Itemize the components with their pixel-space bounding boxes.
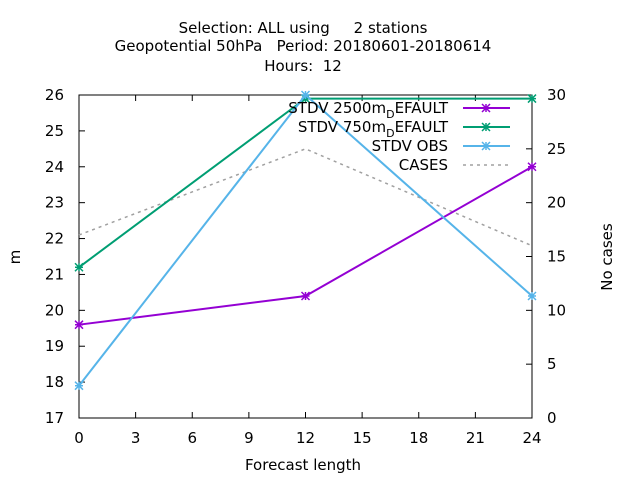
y-tick-label: 19 <box>45 337 64 355</box>
series-layer <box>74 90 537 391</box>
series-point <box>300 291 311 301</box>
plot-frame <box>78 94 533 419</box>
series-point <box>527 94 537 104</box>
chart-title: Selection: ALL using 2 stations Geopoten… <box>115 19 492 75</box>
series-line <box>78 165 533 326</box>
series-line <box>78 148 533 247</box>
series-2 <box>74 90 537 391</box>
y2-axis-label: No cases <box>598 223 616 291</box>
title-line-1: Selection: ALL using 2 stations <box>179 19 428 37</box>
x-axis: 0 3 6 9 12 15 18 21 24 <box>74 95 542 447</box>
legend-marker <box>481 141 491 151</box>
series-point <box>74 320 84 330</box>
y-tick-label: 17 <box>45 409 64 427</box>
x-tick-label: 18 <box>409 429 428 447</box>
y2-tick-label: 20 <box>547 194 566 212</box>
y-tick-label: 26 <box>45 86 64 104</box>
x-tick-label: 9 <box>244 429 254 447</box>
y-tick-label: 24 <box>45 158 64 176</box>
series-point <box>74 262 84 272</box>
y-tick-label: 18 <box>45 373 64 391</box>
y-tick-label: 25 <box>45 122 64 140</box>
legend-marker <box>481 122 491 132</box>
series-point <box>527 162 537 172</box>
y-tick-label: 23 <box>45 194 64 212</box>
x-tick-label: 0 <box>74 429 84 447</box>
y-axis: 17 18 19 20 21 22 23 24 25 26 <box>45 86 85 427</box>
y-tick-label: 21 <box>45 265 64 283</box>
x-tick-label: 3 <box>131 429 141 447</box>
x-axis-label: Forecast length <box>245 456 361 474</box>
y2-tick-label: 30 <box>547 86 566 104</box>
x-tick-label: 6 <box>187 429 197 447</box>
y2-tick-label: 25 <box>547 140 566 158</box>
series-point <box>300 90 311 100</box>
y2-tick-label: 15 <box>547 248 566 266</box>
legend-label: CASES <box>399 156 448 174</box>
y2-tick-label: 10 <box>547 301 566 319</box>
legend-marker <box>481 103 491 113</box>
title-line-3: Hours: 12 <box>264 57 342 75</box>
y-axis-label: m <box>6 250 24 265</box>
x-tick-label: 24 <box>522 429 541 447</box>
y-tick-label: 22 <box>45 230 64 248</box>
x-tick-label: 12 <box>296 429 315 447</box>
y-tick-label: 20 <box>45 301 64 319</box>
legend-label: STDV OBS <box>372 137 448 155</box>
x-tick-label: 21 <box>466 429 485 447</box>
y2-axis: 0 5 10 15 20 25 30 <box>526 86 566 427</box>
y2-tick-label: 0 <box>547 409 557 427</box>
series-line <box>78 93 533 387</box>
series-3 <box>78 148 533 247</box>
series-point <box>527 291 537 301</box>
title-line-2: Geopotential 50hPa Period: 20180601-2018… <box>115 37 492 55</box>
legend-label: STDV 750mDEFAULT <box>298 118 449 140</box>
series-0 <box>74 162 537 330</box>
x-tick-label: 15 <box>353 429 372 447</box>
series-point <box>74 381 84 391</box>
legend-label: STDV 2500mDEFAULT <box>288 99 449 121</box>
y2-tick-label: 5 <box>547 355 557 373</box>
